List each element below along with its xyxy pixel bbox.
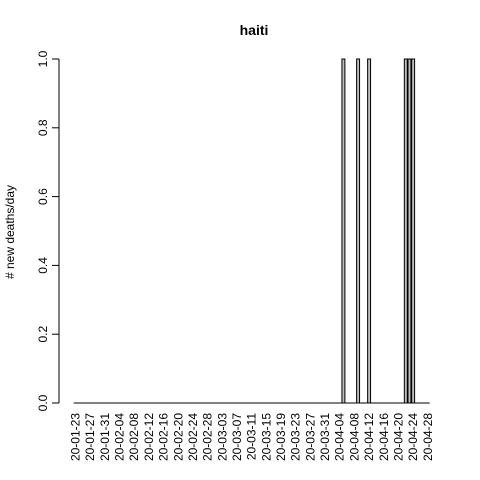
x-tick-label: 20-01-31 (98, 413, 112, 461)
x-tick-label: 20-04-08 (347, 413, 361, 461)
x-tick-label: 20-03-31 (318, 413, 332, 461)
y-tick-label: 0.8 (36, 119, 50, 136)
x-tick-label: 20-01-27 (83, 413, 97, 461)
x-tick-label: 20-03-27 (303, 413, 317, 461)
bars (341, 58, 416, 404)
y-tick-label: 0.0 (36, 394, 50, 411)
chart-title: haiti (240, 22, 269, 38)
y-tick-label: 1.0 (36, 50, 50, 67)
x-tick-label: 20-02-16 (157, 413, 171, 461)
x-tick-label: 20-03-15 (259, 413, 273, 461)
x-tick-label: 20-04-20 (391, 413, 405, 461)
x-tick-label: 20-03-03 (215, 413, 229, 461)
x-tick-label: 20-03-11 (245, 413, 259, 460)
x-tick-label: 20-02-20 (171, 413, 185, 461)
x-tick-label: 20-02-28 (201, 413, 215, 461)
bar (411, 58, 416, 404)
x-tick-label: 20-02-12 (142, 413, 156, 461)
x-tick-label: 20-02-04 (113, 413, 127, 461)
x-tick-label: 20-01-23 (69, 413, 83, 461)
x-tick-label: 20-03-19 (274, 413, 288, 461)
bar (407, 58, 412, 404)
y-tick-label: 0.6 (36, 188, 50, 205)
bar (341, 58, 346, 404)
y-tick-label: 0.4 (36, 257, 50, 274)
y-axis-label: # new deaths/day (3, 185, 17, 279)
y-axis: 0.0 0.2 0.4 0.6 0.8 1.0 (36, 50, 60, 411)
bar (367, 58, 372, 404)
x-tick-label: 20-04-04 (333, 413, 347, 461)
bar (356, 58, 361, 404)
bar (403, 58, 408, 404)
x-tick-label: 20-03-23 (289, 413, 303, 461)
x-tick-label: 20-02-08 (127, 413, 141, 461)
x-axis: 20-01-23 20-01-27 20-01-31 20-02-04 20-02-08… (69, 402, 435, 461)
x-tick-label: 20-04-16 (377, 413, 391, 461)
x-tick-label: 20-04-12 (362, 413, 376, 461)
x-tick-label: 20-03-07 (230, 413, 244, 461)
x-tick-label: 20-04-28 (421, 413, 435, 461)
x-tick-label: 20-02-24 (186, 413, 200, 461)
x-tick-label: 20-04-24 (406, 413, 420, 461)
y-tick-label: 0.2 (36, 326, 50, 343)
